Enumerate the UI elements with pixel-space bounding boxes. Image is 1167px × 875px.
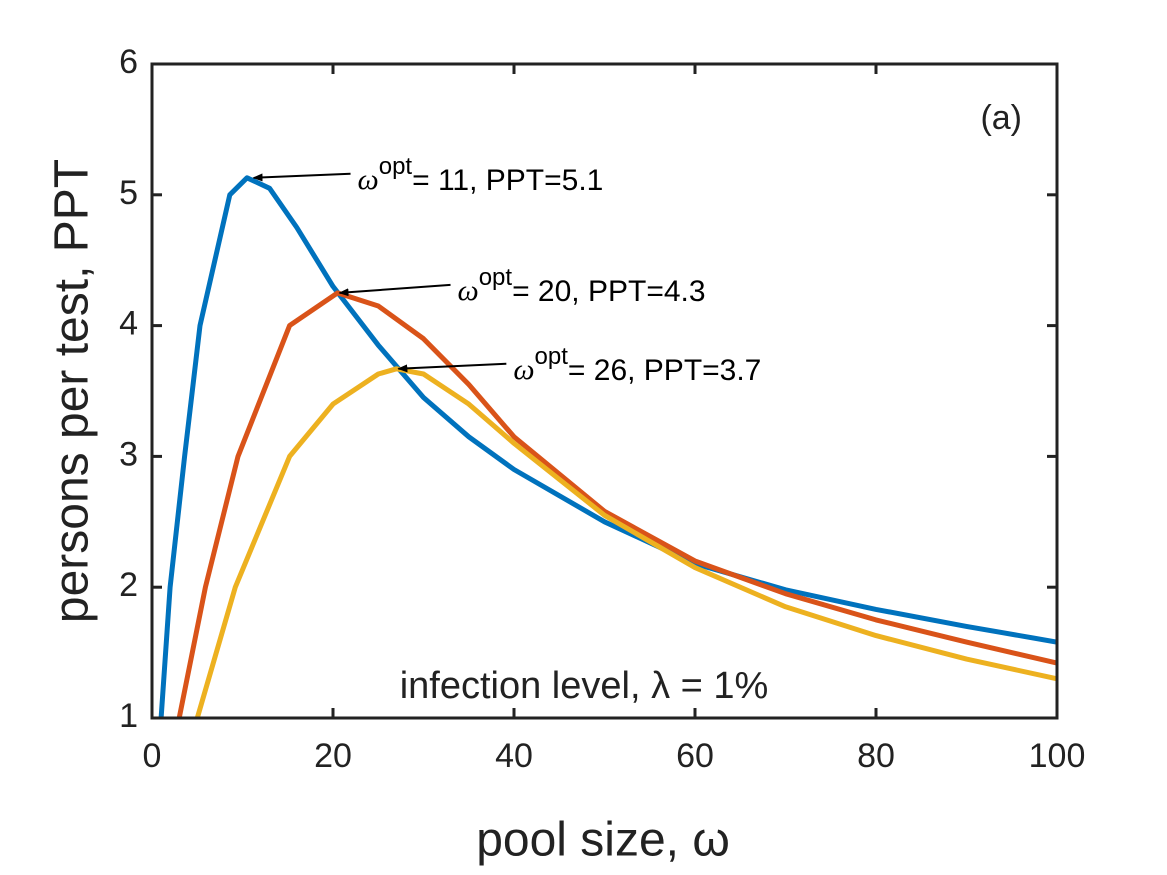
annotation: ωopt= 11, PPT=5.1 [358,153,604,197]
annotation-superscript: opt [535,343,569,370]
panel-label: (a) [980,99,1022,137]
x-tick-label: 20 [314,737,352,775]
annotation-arrow [338,283,451,297]
x-tick-label: 0 [143,737,162,775]
y-tick-label: 2 [119,566,138,604]
annotation-text: = 20, PPT=4.3 [512,275,705,308]
y-tick-label: 6 [119,43,138,81]
x-tick-label: 60 [676,737,714,775]
annotation: ωopt= 26, PPT=3.7 [513,343,761,387]
plot-frame [150,62,1059,720]
annotation-text: = 26, PPT=3.7 [568,354,761,387]
x-axis-label: pool size, ω [476,814,730,867]
y-tick-label: 4 [119,305,138,343]
annotation-superscript: opt [479,264,513,291]
y-tick-label: 3 [119,435,138,473]
annotation-symbol: ω [513,353,534,386]
annotation-text: = 11, PPT=5.1 [412,164,603,197]
x-tick-label: 100 [1029,737,1086,775]
data-line [158,175,1057,718]
x-tick-label: 80 [857,737,895,775]
annotation: ωopt= 20, PPT=4.3 [458,264,706,308]
y-tick-label: 1 [119,697,138,735]
data-line [194,366,1057,718]
data-line [176,290,1057,718]
annotation-arrow [252,172,351,182]
annotation: infection level, λ = 1% [400,665,769,707]
annotation-symbol: ω [458,274,479,307]
y-tick-label: 5 [119,174,138,212]
annotation-superscript: opt [379,153,413,180]
y-axis-label: persons per test, PPT [46,159,99,623]
annotation-arrow [397,362,507,373]
x-tick-label: 40 [495,737,533,775]
annotation-symbol: ω [358,163,379,196]
